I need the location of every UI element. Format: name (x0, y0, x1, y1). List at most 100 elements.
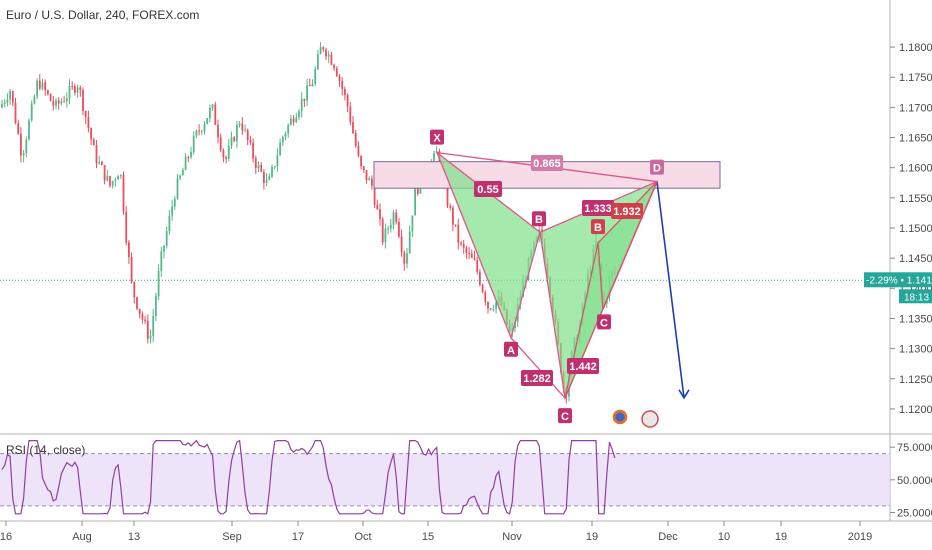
candle-body (25, 139, 28, 154)
candle-body (389, 224, 392, 229)
rsi-tick-label: 50.0000 (897, 475, 932, 487)
candle-body (187, 156, 190, 158)
candle-body (3, 102, 6, 104)
time-tick-label: 17 (292, 531, 304, 543)
ratio-xab-bg (474, 181, 502, 197)
candle-body (300, 98, 303, 112)
label-x-bg (430, 129, 444, 145)
candle-body (163, 245, 165, 252)
candle-body (176, 178, 179, 199)
candle-body (290, 118, 292, 125)
candle-body (276, 155, 279, 167)
candle-body (71, 85, 74, 87)
candle-body (411, 215, 414, 232)
candle-body (11, 91, 14, 103)
candle-body (236, 125, 238, 142)
label-d: D (653, 163, 661, 175)
label-b2: B (594, 222, 602, 234)
label-b2-bg (591, 219, 605, 235)
candle-body (173, 198, 176, 207)
candle-body (252, 142, 254, 159)
us-flag-event-icon[interactable] (641, 410, 659, 428)
candle-body (308, 85, 311, 87)
candle-body (470, 253, 473, 258)
candle-body (495, 302, 497, 310)
price-tag-bg (864, 272, 932, 288)
price-pane[interactable] (0, 0, 890, 432)
candle-body (200, 130, 203, 132)
candle-body (109, 175, 111, 186)
candle-body (314, 68, 317, 84)
candle-body (1, 103, 3, 108)
candle-body (484, 292, 487, 303)
candle-body (171, 206, 173, 216)
candle-body (352, 122, 354, 134)
pattern-small-cd-line (602, 181, 658, 310)
candle-body (344, 89, 346, 96)
candle-body (103, 165, 106, 181)
projection-arrow-head (678, 389, 690, 400)
ratio-xad-bg (531, 155, 563, 171)
candle-body (160, 251, 163, 271)
candle-body (28, 120, 30, 140)
time-tick-label: 10 (718, 531, 730, 543)
price-tick-label: 1.17000 (899, 102, 932, 114)
candle-body (101, 161, 103, 166)
candle-body (38, 80, 41, 89)
candle-body (306, 85, 308, 101)
time-tick-label: Dec (658, 531, 678, 543)
time-tick-label: 19 (586, 531, 598, 543)
candle-body (79, 87, 82, 90)
candle-body (408, 231, 411, 254)
time-tick-label: Oct (354, 531, 371, 543)
candle-body (327, 54, 330, 57)
candle-body (141, 314, 144, 320)
candle-body (179, 175, 182, 179)
candle-body (152, 315, 155, 336)
candle-body (22, 153, 25, 156)
candle-body (106, 175, 109, 181)
candle-body (98, 161, 101, 164)
candle-body (384, 228, 387, 243)
candle-body (333, 64, 335, 69)
candle-body (95, 145, 98, 164)
candle-body (362, 166, 365, 171)
candle-body (227, 145, 230, 159)
candle-body (146, 320, 149, 339)
candle-body (222, 149, 225, 158)
rsi-title: RSI (14, close) (6, 443, 85, 457)
candle-body (138, 308, 141, 315)
candle-body (476, 259, 479, 272)
price-axis: 1.18000 1.17500 1.17000 1.16500 1.16000 1.155… (890, 42, 932, 416)
candle-body (271, 166, 273, 177)
price-tick-label: 1.18000 (899, 42, 932, 54)
candle-body (68, 85, 71, 99)
candle-body (254, 158, 257, 169)
event-icons[interactable] (611, 408, 659, 428)
candle-body (241, 123, 244, 131)
candle-body (492, 309, 495, 311)
candle-body (260, 164, 263, 172)
candle-body (292, 118, 295, 123)
time-tick-label: 16 (0, 531, 12, 543)
candle-body (319, 47, 322, 55)
projection-arrow[interactable] (656, 181, 685, 398)
price-tick-label: 1.16000 (899, 163, 932, 175)
candle-body (406, 253, 408, 264)
candle-body (238, 123, 241, 126)
candle-body (209, 107, 211, 119)
candle-body (281, 136, 284, 143)
candle-body (117, 175, 119, 180)
candle-body (263, 171, 265, 183)
candle-body (125, 211, 128, 243)
candle-body (33, 96, 36, 104)
candle-body (119, 174, 122, 176)
candle-body (457, 224, 460, 243)
label-c: C (561, 411, 569, 423)
candle-body (17, 123, 20, 134)
candle-body (52, 101, 55, 106)
candle-body (114, 179, 117, 182)
candle-body (400, 236, 403, 253)
candle-body (111, 181, 114, 186)
